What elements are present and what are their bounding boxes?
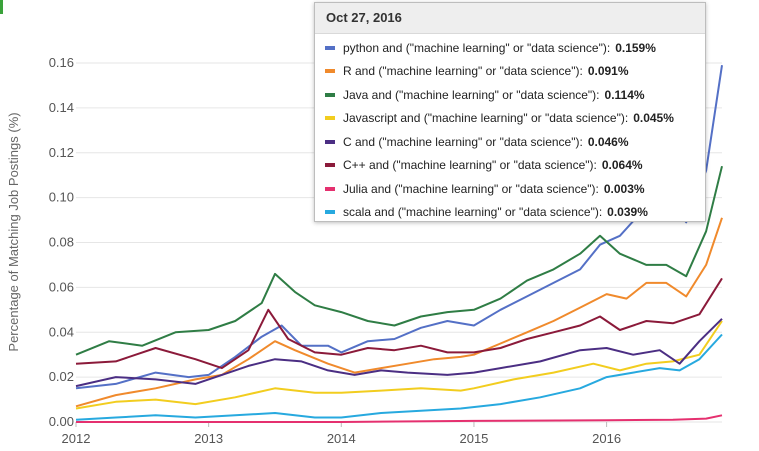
tooltip-row-label: R and ("machine learning" or "data scien… <box>343 64 583 79</box>
tooltip-rows: python and ("machine learning" or "data … <box>315 34 705 224</box>
tooltip-row: python and ("machine learning" or "data … <box>315 36 705 60</box>
tooltip-row-value: 0.046% <box>587 134 629 149</box>
tooltip-row-label: Java and ("machine learning" or "data sc… <box>343 87 600 102</box>
hover-tooltip: Oct 27, 2016 python and ("machine learni… <box>314 2 706 222</box>
y-tick-label: 0.12 <box>49 145 74 160</box>
y-tick-label: 0.16 <box>49 55 74 70</box>
series-line-scala <box>75 333 723 421</box>
tooltip-row-label: Javascript and ("machine learning" or "d… <box>343 111 629 126</box>
tooltip-row-value: 0.003% <box>603 181 645 196</box>
x-tick-label: 2015 <box>459 431 488 446</box>
tooltip-row-value: 0.114% <box>604 87 645 102</box>
series-line-r <box>75 217 723 408</box>
series-color-swatch <box>325 116 335 121</box>
series-color-swatch <box>325 92 335 97</box>
x-axis: 2012 2013 2014 2015 2016 <box>62 422 621 446</box>
tooltip-row-label: Julia and ("machine learning" or "data s… <box>343 181 599 196</box>
tooltip-row: scala and ("machine learning" or "data s… <box>315 201 705 225</box>
series-line-java <box>75 165 723 356</box>
tooltip-date: Oct 27, 2016 <box>315 3 705 34</box>
tooltip-row-value: 0.039% <box>607 205 648 220</box>
tooltip-row-label: python and ("machine learning" or "data … <box>343 40 611 55</box>
series-color-swatch <box>325 139 335 144</box>
tooltip-row: Javascript and ("machine learning" or "d… <box>315 107 705 131</box>
y-axis-title: Percentage of Matching Job Postings (%) <box>6 112 21 351</box>
x-tick-label: 2016 <box>592 431 621 446</box>
series-line-julia <box>76 414 723 423</box>
y-tick-label: 0.00 <box>49 414 74 429</box>
y-tick-label: 0.06 <box>49 279 74 294</box>
y-tick-label: 0.10 <box>49 190 74 205</box>
series-line-cpp <box>75 277 723 370</box>
green-edge-accent <box>0 0 3 14</box>
series-color-swatch <box>325 163 335 168</box>
tooltip-row-value: 0.091% <box>587 64 629 79</box>
y-tick-label: 0.02 <box>49 369 74 384</box>
series-color-swatch <box>325 210 335 215</box>
tooltip-row-label: C and ("machine learning" or "data scien… <box>343 134 583 149</box>
tooltip-row: C++ and ("machine learning" or "data sci… <box>315 154 705 178</box>
tooltip-row: Julia and ("machine learning" or "data s… <box>315 177 705 201</box>
tooltip-row: C and ("machine learning" or "data scien… <box>315 130 705 154</box>
tooltip-row-value: 0.045% <box>633 111 674 126</box>
series-color-swatch <box>325 45 335 50</box>
y-tick-label: 0.04 <box>49 324 74 339</box>
tooltip-row-value: 0.159% <box>615 40 656 55</box>
y-axis: 0.00 0.02 0.04 0.06 0.08 0.10 0.12 0.14 0.16 <box>49 55 74 429</box>
series-color-swatch <box>325 186 335 191</box>
y-tick-label: 0.08 <box>49 235 74 250</box>
y-tick-label: 0.14 <box>49 100 74 115</box>
series-color-swatch <box>325 69 335 74</box>
tooltip-row: R and ("machine learning" or "data scien… <box>315 60 705 84</box>
x-tick-label: 2014 <box>327 431 356 446</box>
x-tick-label: 2013 <box>194 431 223 446</box>
tooltip-row-value: 0.064% <box>601 158 643 173</box>
series-lines <box>75 65 723 423</box>
tooltip-row: Java and ("machine learning" or "data sc… <box>315 83 705 107</box>
series-line-c <box>75 318 723 388</box>
x-tick-label: 2012 <box>62 431 91 446</box>
tooltip-row-label: scala and ("machine learning" or "data s… <box>343 205 603 220</box>
series-line-javascript <box>75 320 723 410</box>
tooltip-row-label: C++ and ("machine learning" or "data sci… <box>343 158 597 173</box>
